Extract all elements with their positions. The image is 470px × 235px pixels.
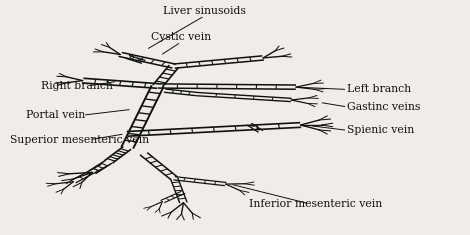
Text: Left branch: Left branch [347,84,412,94]
Text: Cystic vein: Cystic vein [151,31,211,42]
Text: Superior mesenteric vein: Superior mesenteric vein [10,135,149,145]
Text: Gastinc veins: Gastinc veins [347,102,421,112]
Text: Portal vein: Portal vein [26,110,86,120]
Text: Inferior mesenteric vein: Inferior mesenteric vein [249,199,382,209]
Text: Right branch: Right branch [40,81,112,91]
Text: Liver sinusoids: Liver sinusoids [163,6,246,16]
Text: Spienic vein: Spienic vein [347,125,415,135]
